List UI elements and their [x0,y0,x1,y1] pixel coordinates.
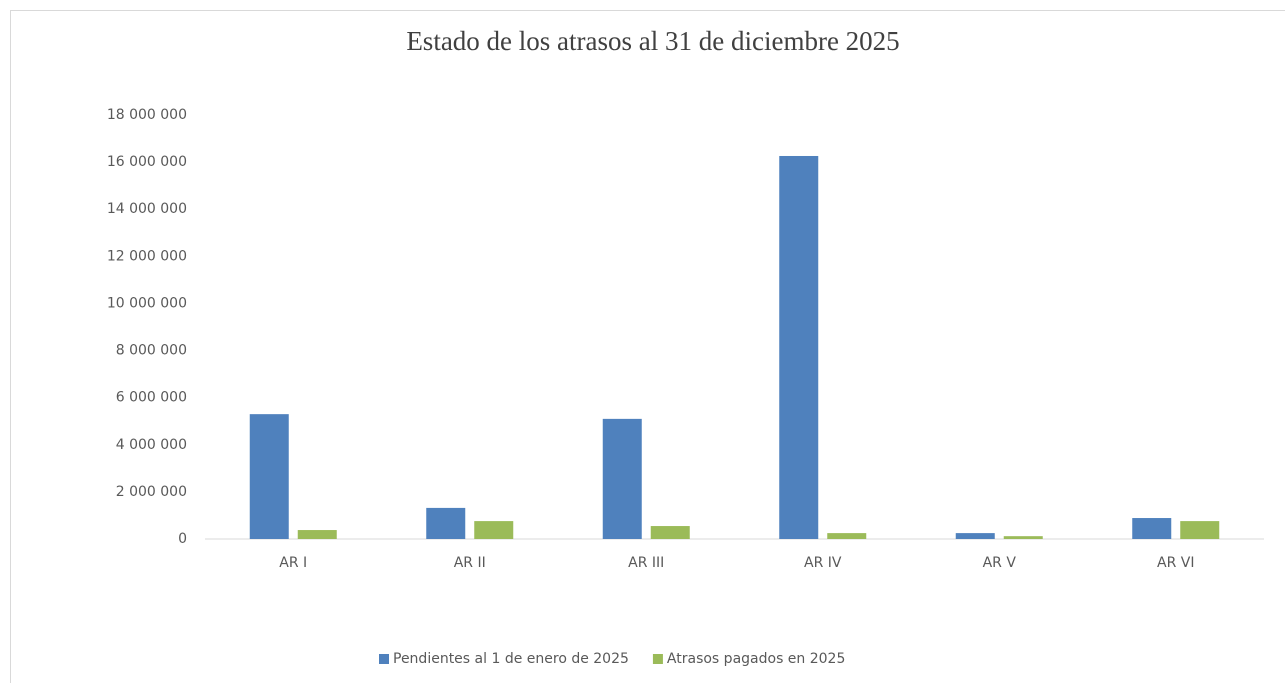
y-tick-label: 18 000 000 [107,107,187,123]
bar [1180,521,1220,539]
x-tick-label: AR V [983,555,1017,571]
y-tick-label: 8 000 000 [116,343,187,359]
y-tick-label: 4 000 000 [116,437,187,453]
legend-label: Pendientes al 1 de enero de 2025 [393,651,629,667]
chart-title: Estado de los atrasos al 31 de diciembre… [406,26,899,56]
y-tick-label: 6 000 000 [116,390,187,406]
x-tick-label: AR IV [804,555,842,571]
legend-label: Atrasos pagados en 2025 [667,651,845,667]
bar [297,530,337,539]
bar [650,526,690,539]
bar [249,414,289,539]
y-tick-label: 10 000 000 [107,295,187,311]
x-tick-label: AR II [454,555,486,571]
y-tick-label: 14 000 000 [107,201,187,217]
x-tick-label: AR I [279,555,307,571]
bar [955,533,995,539]
x-tick-label: AR III [628,555,664,571]
bar [827,533,867,539]
chart-frame [10,10,1285,683]
x-tick-label: AR VI [1157,555,1194,571]
bar [1132,518,1172,539]
legend-swatch [379,654,389,664]
bar [1003,536,1043,539]
bar [474,521,514,539]
bar [426,507,466,539]
y-tick-label: 0 [178,531,187,547]
y-tick-label: 12 000 000 [107,248,187,264]
bar [779,155,819,539]
y-tick-label: 2 000 000 [116,484,187,500]
y-tick-label: 16 000 000 [107,154,187,170]
legend-swatch [652,654,663,664]
bar [602,418,642,539]
